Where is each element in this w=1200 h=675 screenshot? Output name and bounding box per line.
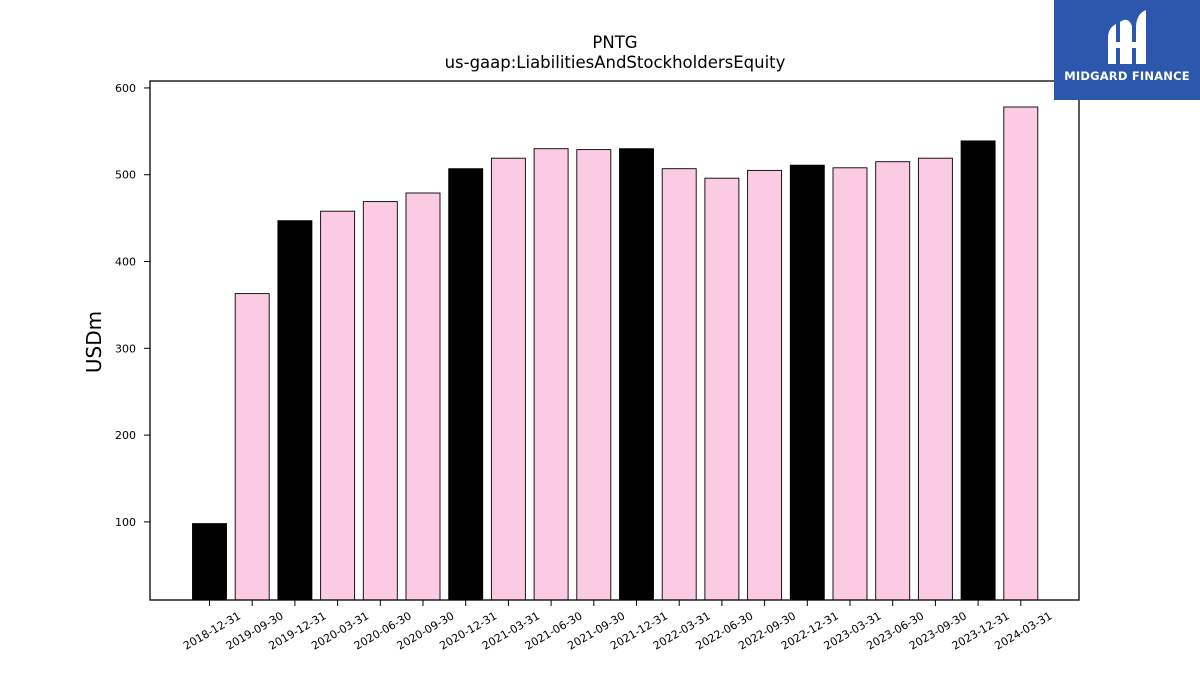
bar xyxy=(448,168,484,601)
bar xyxy=(533,148,569,601)
bar xyxy=(320,210,356,601)
bar xyxy=(960,140,996,601)
bar xyxy=(619,148,654,601)
bar xyxy=(192,523,227,601)
chart-subtitle: us-gaap:LiabilitiesAndStockholdersEquity xyxy=(445,53,786,72)
bar xyxy=(661,168,697,601)
midgard-logo-icon xyxy=(1108,10,1146,64)
y-tick-label: 500 xyxy=(115,169,136,182)
x-axis-ticks: 2018-12-312019-09-302019-12-312020-03-31… xyxy=(181,600,1054,653)
bar xyxy=(576,149,612,601)
bar xyxy=(490,157,526,601)
bar xyxy=(704,177,740,601)
bar xyxy=(405,192,441,601)
midgard-finance-logo: MIDGARD FINANCE xyxy=(1054,0,1200,100)
bar xyxy=(1003,106,1039,601)
y-tick-label: 300 xyxy=(115,342,136,355)
bar xyxy=(875,161,911,601)
bar xyxy=(234,293,270,601)
bar xyxy=(917,157,953,601)
bar xyxy=(832,167,868,601)
bar xyxy=(277,220,313,601)
y-tick-label: 100 xyxy=(115,516,136,529)
chart-title: PNTG xyxy=(592,33,637,52)
bar xyxy=(747,169,783,601)
plot-frame xyxy=(149,80,1080,601)
bar xyxy=(362,201,398,601)
bar xyxy=(789,164,825,601)
logo-text: MIDGARD FINANCE xyxy=(1064,69,1190,83)
y-tick-label: 200 xyxy=(115,429,136,442)
y-axis-label: USDm xyxy=(82,311,106,373)
y-tick-label: 600 xyxy=(115,82,136,95)
y-axis-ticks: 100 200 300 400 500 600 xyxy=(115,82,150,529)
bars-group xyxy=(192,106,1039,601)
y-tick-label: 400 xyxy=(115,256,136,269)
